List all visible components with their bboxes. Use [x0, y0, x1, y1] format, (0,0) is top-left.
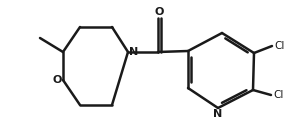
- Text: O: O: [52, 75, 62, 85]
- Text: O: O: [154, 7, 164, 17]
- Text: N: N: [129, 47, 138, 57]
- Text: N: N: [213, 109, 223, 119]
- Text: Cl: Cl: [274, 41, 284, 51]
- Text: Cl: Cl: [273, 90, 283, 100]
